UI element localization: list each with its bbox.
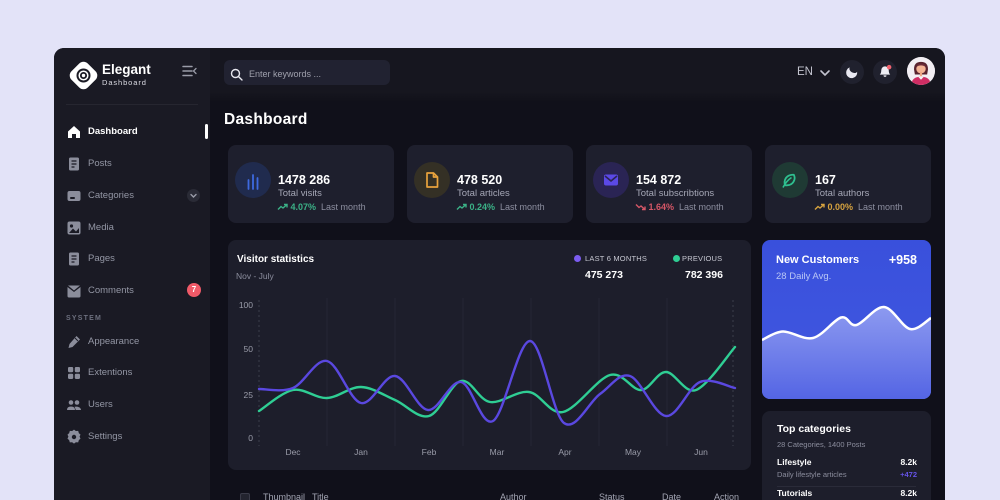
svg-text:0: 0: [248, 433, 253, 443]
svg-text:Dec: Dec: [285, 447, 301, 457]
svg-text:Jun: Jun: [694, 447, 708, 457]
svg-text:Apr: Apr: [558, 447, 571, 457]
svg-text:Jan: Jan: [354, 447, 368, 457]
svg-text:Feb: Feb: [422, 447, 437, 457]
svg-text:May: May: [625, 447, 642, 457]
svg-text:25: 25: [244, 390, 254, 400]
svg-text:100: 100: [239, 300, 253, 310]
svg-text:Mar: Mar: [490, 447, 505, 457]
svg-text:50: 50: [244, 344, 254, 354]
